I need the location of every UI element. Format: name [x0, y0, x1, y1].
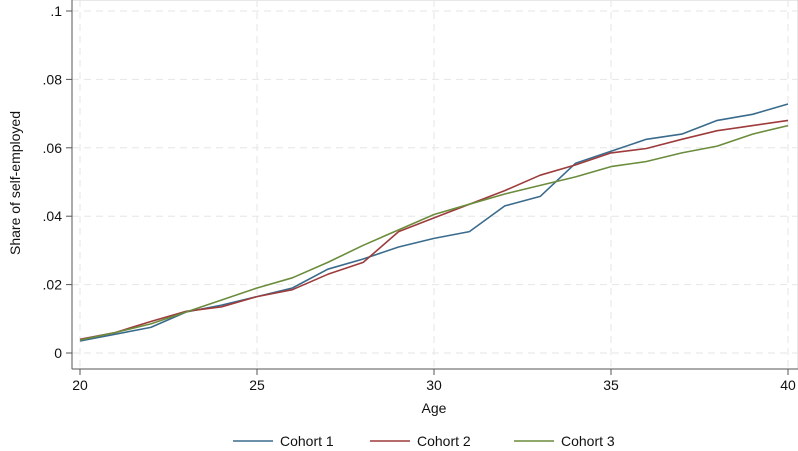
y-tick-label: .08	[43, 71, 63, 87]
y-tick-label: .02	[43, 277, 63, 293]
y-tick-label: .1	[50, 3, 62, 19]
legend: Cohort 1 Cohort 2 Cohort 3	[233, 433, 615, 449]
x-axis-title: Age	[422, 400, 447, 416]
legend-label: Cohort 3	[561, 433, 615, 449]
plot-frame	[71, 0, 798, 370]
x-tick-label: 35	[603, 377, 619, 393]
series-lines	[79, 103, 789, 342]
x-tick-label: 25	[249, 377, 265, 393]
x-tick-label: 30	[426, 377, 442, 393]
gridlines	[72, 0, 798, 369]
y-tick-label: .04	[43, 208, 63, 224]
y-axis-title: Share of self-employed	[7, 111, 23, 255]
legend-label: Cohort 1	[280, 433, 334, 449]
series-line-cohort-3	[79, 124, 789, 341]
x-tick-label: 40	[780, 377, 796, 393]
series-line-cohort-2	[79, 119, 789, 341]
y-tick-label: 0	[54, 345, 62, 361]
y-tick-label: .06	[43, 140, 63, 156]
x-tick-label: 20	[72, 377, 88, 393]
axes: 0 .02 .04 .06 .08 .1 20 25 30 35 40	[43, 0, 798, 393]
legend-label: Cohort 2	[417, 433, 471, 449]
